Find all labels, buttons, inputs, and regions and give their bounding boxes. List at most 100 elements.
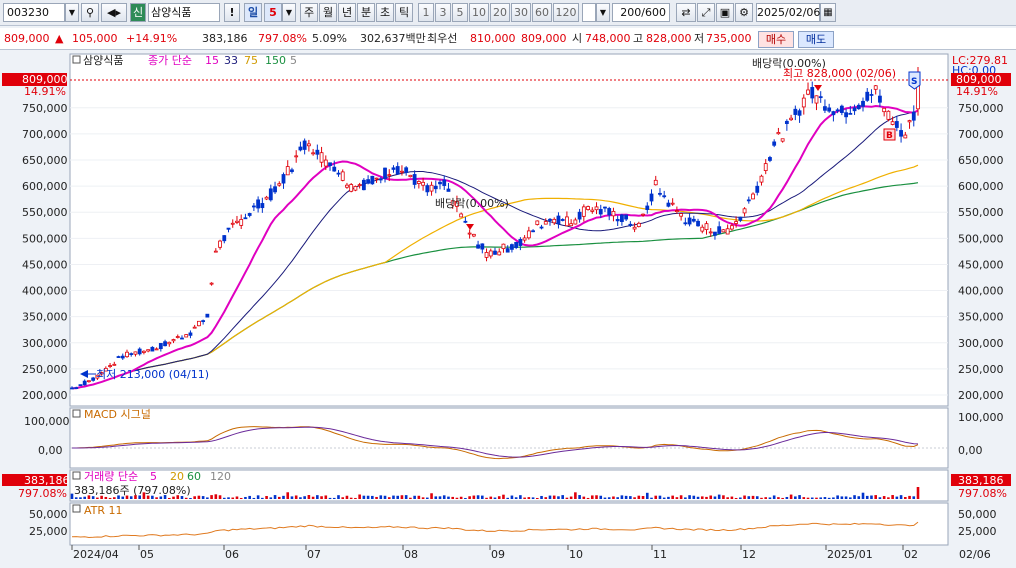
date-field[interactable]: 2025/02/06: [756, 3, 820, 22]
price-tick-left: 300,000: [22, 337, 68, 350]
legend-ma-5: 5: [290, 54, 297, 67]
period-year-button[interactable]: 년: [338, 3, 356, 22]
chart-area[interactable]: 750,000 750,000 700,000 700,000 650,000 650,0…: [0, 52, 1016, 565]
volume-bar: [895, 496, 899, 499]
candle-body: [416, 181, 421, 184]
candle-body: [493, 250, 497, 255]
minute-20-button[interactable]: 20: [490, 3, 510, 22]
volume-toggle-icon[interactable]: [72, 471, 81, 480]
left-current-price: 809,000: [22, 73, 68, 86]
low-price: 735,000: [706, 32, 752, 45]
macd-toggle-icon[interactable]: [72, 409, 81, 418]
candle-body: [226, 227, 231, 230]
change-value: 105,000: [72, 32, 118, 45]
minute-10-button[interactable]: 10: [469, 3, 489, 22]
buy-button[interactable]: 매수: [758, 31, 794, 48]
code-dropdown-button[interactable]: ▼: [65, 3, 79, 22]
period-dropdown-button[interactable]: ▼: [282, 3, 296, 22]
candle-body: [882, 107, 887, 113]
candle-body: [222, 235, 227, 242]
volume-bar: [904, 497, 907, 499]
x-tick-label: 09: [491, 548, 505, 561]
volume-bar: [662, 497, 666, 499]
period-tick-button[interactable]: 틱: [395, 3, 413, 22]
gear-icon[interactable]: ⚙: [735, 3, 753, 22]
candle-body: [535, 220, 540, 225]
minute-1-button[interactable]: 1: [418, 3, 434, 22]
minute-3-button[interactable]: 3: [435, 3, 451, 22]
volume-ma-120: 120: [210, 470, 231, 483]
candle-body: [112, 363, 117, 366]
candle-body: [514, 242, 519, 248]
chart-tool-icon[interactable]: ⤢: [697, 3, 715, 22]
macd-tick-left-2: 0,00: [38, 444, 63, 457]
candle-body: [349, 184, 354, 192]
volume-bar: [709, 495, 713, 499]
blank-field[interactable]: [582, 3, 596, 22]
period-day-button[interactable]: 일: [244, 3, 262, 22]
candle-body: [497, 251, 502, 256]
candle-body: [471, 233, 476, 237]
price-tick-left: 450,000: [22, 258, 68, 271]
stock-code-field[interactable]: 003230: [3, 3, 65, 22]
atr-toggle-icon[interactable]: [72, 504, 81, 513]
save-icon[interactable]: ▣: [716, 3, 734, 22]
dividend-marker-icon: [466, 224, 474, 230]
volume-bar: [265, 495, 268, 499]
sell-button[interactable]: 매도: [798, 31, 834, 48]
buy-signal-label: B: [886, 131, 893, 141]
candle-body: [598, 209, 603, 215]
volume-bar: [819, 497, 823, 499]
volume-bar: [421, 497, 425, 499]
price-tick-right: 500,000: [958, 232, 1004, 245]
volume-bar: [273, 495, 277, 499]
period-month-button[interactable]: 월: [319, 3, 337, 22]
volume-bar: [823, 497, 827, 499]
volume-bar: [493, 497, 497, 499]
bar-count-field[interactable]: 200/600: [612, 3, 670, 22]
volume-bar: [849, 497, 852, 499]
volume-bar: [184, 497, 188, 499]
candle-body: [450, 200, 455, 206]
blank-dropdown-button[interactable]: ▼: [596, 3, 610, 22]
indicator-icon[interactable]: ⇄: [676, 3, 696, 22]
price-tick-right: 350,000: [958, 311, 1004, 324]
minute-120-button[interactable]: 120: [553, 3, 579, 22]
minute-60-button[interactable]: 60: [532, 3, 552, 22]
candle-body: [615, 219, 620, 222]
calendar-icon[interactable]: ▦: [820, 3, 836, 22]
volume-bar: [476, 495, 480, 499]
minute-5-button[interactable]: 5: [452, 3, 468, 22]
period-week-button[interactable]: 주: [300, 3, 318, 22]
alert-button[interactable]: !: [224, 3, 240, 22]
volume-bar: [768, 497, 772, 499]
right-current-price: 809,000: [956, 73, 1002, 86]
stock-name-field[interactable]: 삼양식품: [148, 3, 220, 22]
candle-body: [264, 196, 269, 200]
volume-bar: [379, 495, 383, 499]
volume-bar: [916, 487, 920, 499]
volume-bar: [667, 496, 670, 499]
candle-body: [687, 217, 692, 225]
volume-bar: [891, 495, 894, 499]
minute-30-button[interactable]: 30: [511, 3, 531, 22]
period-number-field[interactable]: 5: [264, 3, 282, 22]
candle-body: [116, 356, 121, 358]
x-tick-label: 2025/01: [827, 548, 873, 561]
right-volume-tag: [951, 474, 1011, 486]
period-minute-button[interactable]: 분: [357, 3, 375, 22]
speaker-icon[interactable]: ◀▸: [101, 3, 127, 22]
candle-body: [476, 244, 480, 249]
volume-bar: [612, 496, 615, 499]
candle-body: [835, 109, 840, 112]
candle-body: [649, 193, 654, 202]
candle-body: [539, 226, 544, 229]
legend-toggle-icon[interactable]: [72, 55, 81, 64]
price-tick-right: 250,000: [958, 363, 1004, 376]
buy-signal-marker[interactable]: [883, 128, 896, 141]
period-second-button[interactable]: 초: [376, 3, 394, 22]
candle-body: [848, 112, 853, 115]
search-icon[interactable]: ⚲: [81, 3, 99, 22]
sell-signal-marker[interactable]: [908, 71, 921, 90]
change-percent: +14.91%: [126, 32, 178, 45]
